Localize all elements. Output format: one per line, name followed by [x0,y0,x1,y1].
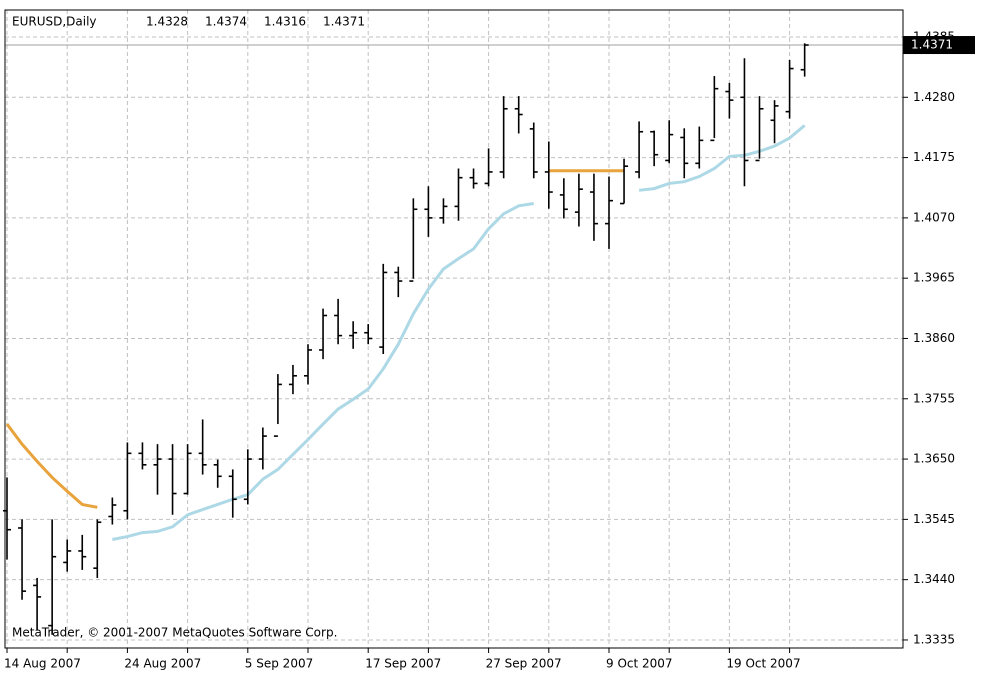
header-close: 1.4371 [323,15,365,29]
y-tick-label: 1.3650 [913,452,955,466]
watermark: MetaTrader, © 2001-2007 MetaQuotes Softw… [12,626,337,640]
y-tick-label: 1.4280 [913,90,955,104]
header-low: 1.4316 [264,15,306,29]
ma-line [5,169,625,509]
ma-line [112,124,806,541]
chart-title: EURUSD,Daily [12,15,97,29]
y-tick-label: 1.3965 [913,271,955,285]
y-tick-label: 1.3440 [913,572,955,586]
price-label: 1.4371 [911,38,953,52]
price-label-bg [903,36,975,55]
y-tick-label: 1.4070 [913,210,955,224]
y-tick-label: 1.3335 [913,632,955,646]
x-tick-label: 19 Oct 2007 [726,657,800,671]
x-tick-label: 27 Sep 2007 [486,657,562,671]
header-high: 1.4374 [205,15,247,29]
x-tick-label: 9 Oct 2007 [606,657,673,671]
axis: 1.3335 1.3440 1.3545 1.3650 1.3755 1.3860 1.39… [4,29,975,671]
y-tick-label: 1.3545 [913,512,955,526]
plot [3,43,809,635]
plot-frame [4,9,904,649]
x-tick-label: 17 Sep 2007 [365,657,441,671]
y-tick-label: 1.4175 [913,150,955,164]
grid [5,10,903,648]
x-tick-label: 5 Sep 2007 [245,657,313,671]
y-tick-label: 1.3860 [913,331,955,345]
x-tick-label: 24 Aug 2007 [124,657,201,671]
header-open: 1.4328 [146,15,188,29]
y-tick-label: 1.3755 [913,391,955,405]
x-tick-label: 14 Aug 2007 [4,657,81,671]
